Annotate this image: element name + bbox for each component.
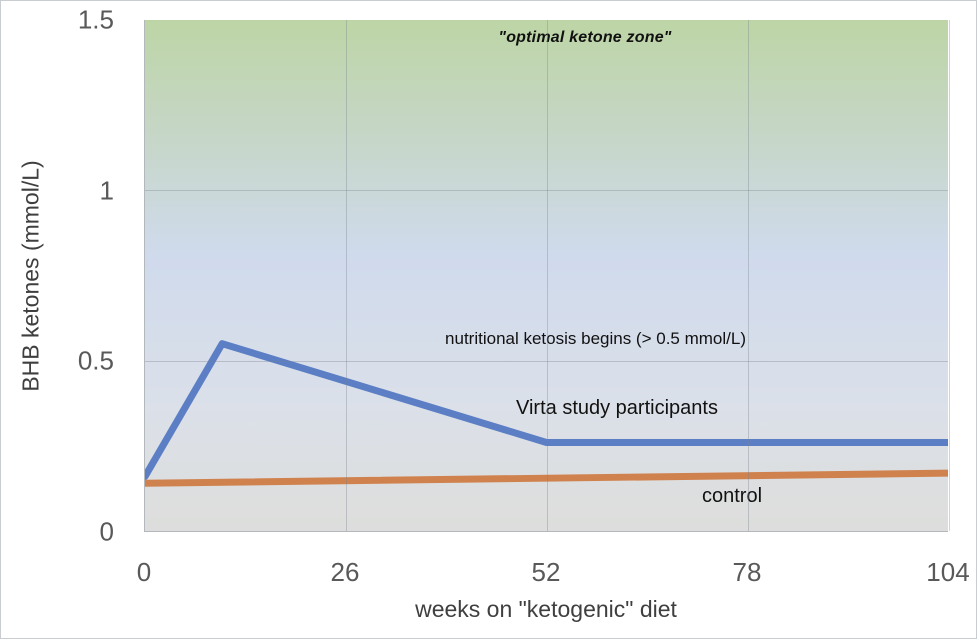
y-tick-label: 1 [99,175,114,206]
x-gridline [546,20,548,531]
plot-area: "optimal ketone zone" nutritional ketosi… [144,20,950,532]
x-tick-label: 78 [732,557,762,587]
x-tick-label: 0 [136,557,152,587]
x-gridline [345,20,347,531]
y-tick-label: 0.5 [77,345,114,376]
series-line-virta [145,340,948,480]
x-gridline [747,20,749,531]
y-tick-label: 0 [99,516,114,547]
y-tick-label: 1.5 [77,4,114,35]
x-axis-title: weeks on "ketogenic" diet [415,596,677,622]
y-gridline [145,360,948,362]
series-label-control: control [702,485,763,507]
x-tick-label: 52 [531,557,561,587]
x-tick-label: 26 [330,557,360,587]
annotation-optimal-ketone-zone: "optimal ketone zone" [498,29,672,46]
series-label-virta: Virta study participants [516,397,718,419]
y-axis-title: BHB ketones (mmol/L) [17,160,44,392]
x-tick-label: 104 [926,557,970,587]
x-gridline [948,20,950,531]
series-lines [145,340,948,487]
y-gridline [145,190,948,192]
series-line-control [145,469,948,487]
annotation-nutritional-ketosis-threshold: nutritional ketosis begins (> 0.5 mmol/L… [445,329,746,348]
